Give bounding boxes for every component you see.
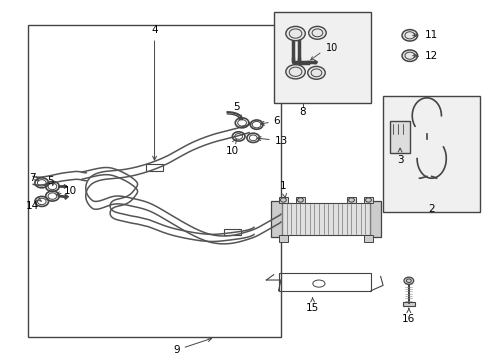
Bar (273, 12, 370, 103)
Text: 14: 14 (25, 202, 39, 211)
Circle shape (401, 50, 417, 62)
Text: 7: 7 (29, 173, 35, 183)
Text: 4: 4 (151, 25, 158, 160)
Bar (145, 164, 163, 171)
Text: 15: 15 (305, 298, 319, 313)
Circle shape (307, 66, 325, 79)
Text: 16: 16 (402, 308, 415, 324)
Text: 13: 13 (257, 136, 287, 146)
Bar (278, 235, 287, 242)
Text: 5: 5 (47, 176, 54, 186)
Text: 10: 10 (225, 146, 239, 156)
Bar (223, 229, 241, 235)
Bar (28, 24, 281, 337)
Circle shape (285, 64, 305, 79)
Text: 2: 2 (427, 204, 434, 214)
Text: 3: 3 (396, 148, 403, 165)
Bar (389, 121, 409, 153)
Circle shape (403, 277, 413, 284)
Bar (369, 202, 380, 237)
Bar (280, 203, 371, 235)
Bar (271, 202, 282, 237)
Circle shape (401, 30, 417, 41)
Text: 8: 8 (299, 107, 305, 117)
Text: 9: 9 (173, 338, 211, 355)
Bar (278, 273, 370, 291)
Bar (346, 197, 356, 203)
Bar (363, 197, 372, 203)
Ellipse shape (312, 280, 325, 287)
Circle shape (308, 26, 325, 39)
Text: 1: 1 (280, 181, 286, 198)
Text: 12: 12 (412, 51, 437, 61)
Text: 10: 10 (63, 186, 77, 197)
Bar (363, 235, 372, 242)
Text: 11: 11 (412, 30, 437, 40)
Bar (278, 197, 287, 203)
Bar (382, 96, 479, 212)
Text: 5: 5 (233, 102, 241, 119)
Text: 10: 10 (325, 43, 338, 53)
Bar (402, 302, 414, 306)
Text: 6: 6 (260, 116, 280, 126)
Circle shape (285, 26, 305, 41)
Bar (295, 197, 305, 203)
